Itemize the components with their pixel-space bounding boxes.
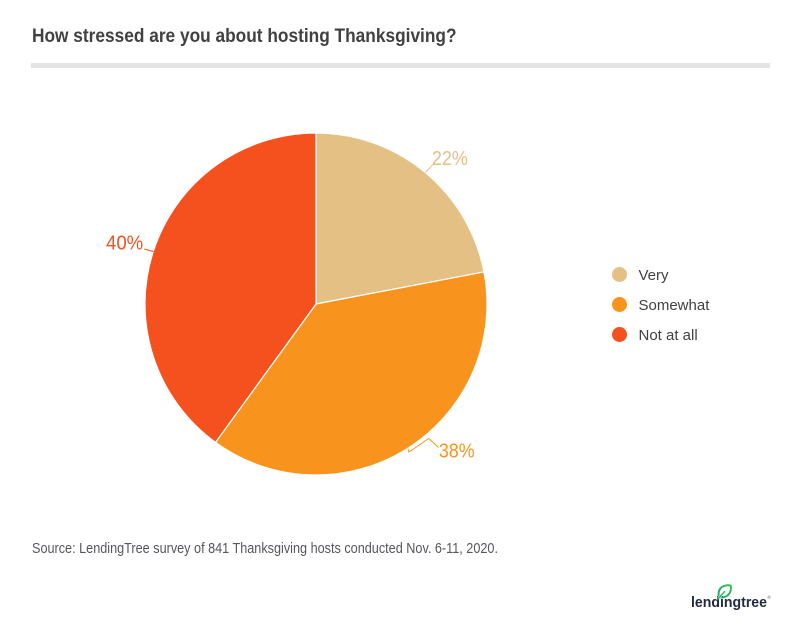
svg-text:40%: 40% — [106, 232, 143, 254]
svg-text:22%: 22% — [432, 148, 468, 170]
svg-text:lendingtree: lendingtree — [691, 595, 767, 611]
svg-text:38%: 38% — [439, 441, 475, 463]
svg-text:®: ® — [768, 594, 772, 600]
